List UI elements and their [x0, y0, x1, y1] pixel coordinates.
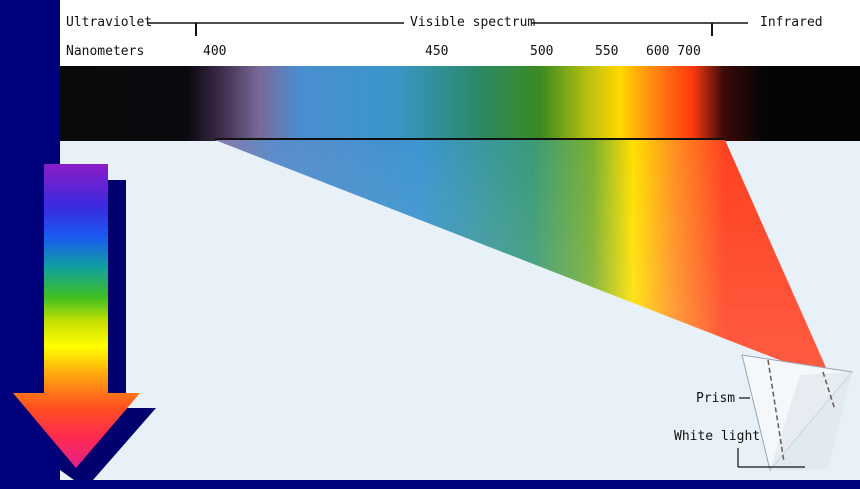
infrared-label: Infrared [760, 15, 823, 30]
nanometers-label: Nanometers [66, 44, 145, 59]
tick-label-500: 500 [530, 44, 554, 59]
visible-spectrum-label: Visible spectrum [410, 15, 536, 30]
tick-label-600-700: 600 700 [646, 44, 701, 59]
prism-label: Prism [696, 391, 736, 406]
header-strip [60, 0, 860, 66]
ultraviolet-label: Ultraviolet [66, 15, 153, 30]
dispersion-fan-fade [215, 140, 828, 375]
tick-label-550: 550 [595, 44, 619, 59]
tick-label-450: 450 [425, 44, 449, 59]
white-light-label: White light [674, 429, 761, 444]
prism-ray-2 [822, 371, 836, 411]
bottom-edge [60, 480, 860, 489]
arrow-body [13, 164, 140, 468]
tick-label-400: 400 [203, 44, 227, 59]
wavelength-arrow [13, 164, 156, 480]
prism-ray-1 [767, 359, 785, 463]
spectrum-band [60, 66, 860, 141]
